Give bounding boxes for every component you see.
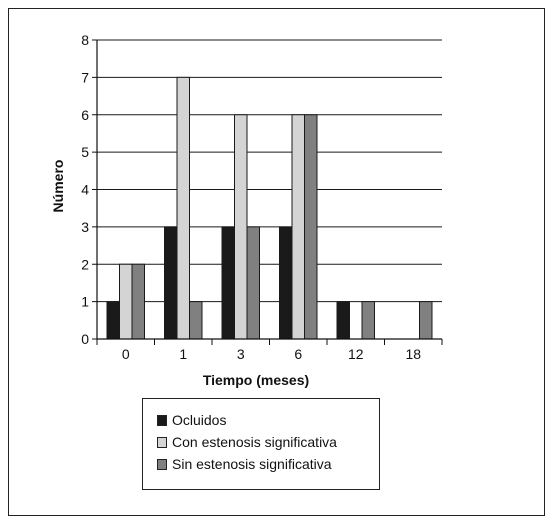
figure-frame [8, 8, 545, 516]
bar [234, 114, 248, 340]
y-tick-label: 4 [81, 182, 89, 198]
y-tick-label: 3 [81, 219, 89, 235]
bar [419, 301, 433, 340]
y-tick-label: 8 [81, 32, 89, 48]
y-axis-title: Número [50, 160, 66, 213]
x-tick-label: 6 [294, 346, 302, 362]
bar [119, 263, 133, 340]
legend-label: Con estenosis significativa [172, 434, 337, 450]
x-tick-label: 1 [179, 346, 187, 362]
bar [131, 263, 145, 340]
x-tick-label: 0 [122, 346, 130, 362]
bar [336, 301, 350, 340]
bars [106, 76, 433, 340]
bar [106, 301, 120, 340]
legend: Ocluidos Con estenosis significativa Sin… [142, 398, 380, 490]
bar [246, 226, 260, 340]
y-tick-labels: 0 1 2 3 4 5 6 7 8 [81, 32, 89, 347]
y-tick-label: 1 [81, 294, 89, 310]
y-tick-label: 5 [81, 144, 89, 160]
gridlines [97, 39, 442, 303]
bar [221, 226, 235, 340]
x-tick-labels: 0 1 3 6 12 18 [122, 346, 421, 362]
bar [291, 114, 305, 340]
bar [279, 226, 293, 340]
bar [176, 76, 190, 340]
y-tick-label: 2 [81, 256, 89, 272]
legend-item-con-estenosis: Con estenosis significativa [157, 431, 379, 453]
legend-label: Ocluidos [172, 412, 227, 428]
bar [189, 301, 203, 340]
legend-swatch [157, 458, 167, 470]
legend-label: Sin estenosis significativa [172, 456, 332, 472]
y-tick-label: 0 [81, 331, 89, 347]
axes [92, 39, 443, 345]
legend-item-sin-estenosis: Sin estenosis significativa [157, 453, 379, 475]
x-axis-title: Tiempo (meses) [203, 372, 309, 388]
legend-swatch [157, 414, 167, 426]
bar [304, 114, 318, 340]
legend-item-ocluidos: Ocluidos [157, 409, 379, 431]
y-tick-label: 6 [81, 107, 89, 123]
legend-swatch [157, 436, 167, 448]
x-tick-label: 3 [237, 346, 245, 362]
bar [361, 301, 375, 340]
x-tick-label: 18 [405, 346, 421, 362]
bar [164, 226, 178, 340]
x-tick-label: 12 [348, 346, 364, 362]
y-tick-label: 7 [81, 69, 89, 85]
